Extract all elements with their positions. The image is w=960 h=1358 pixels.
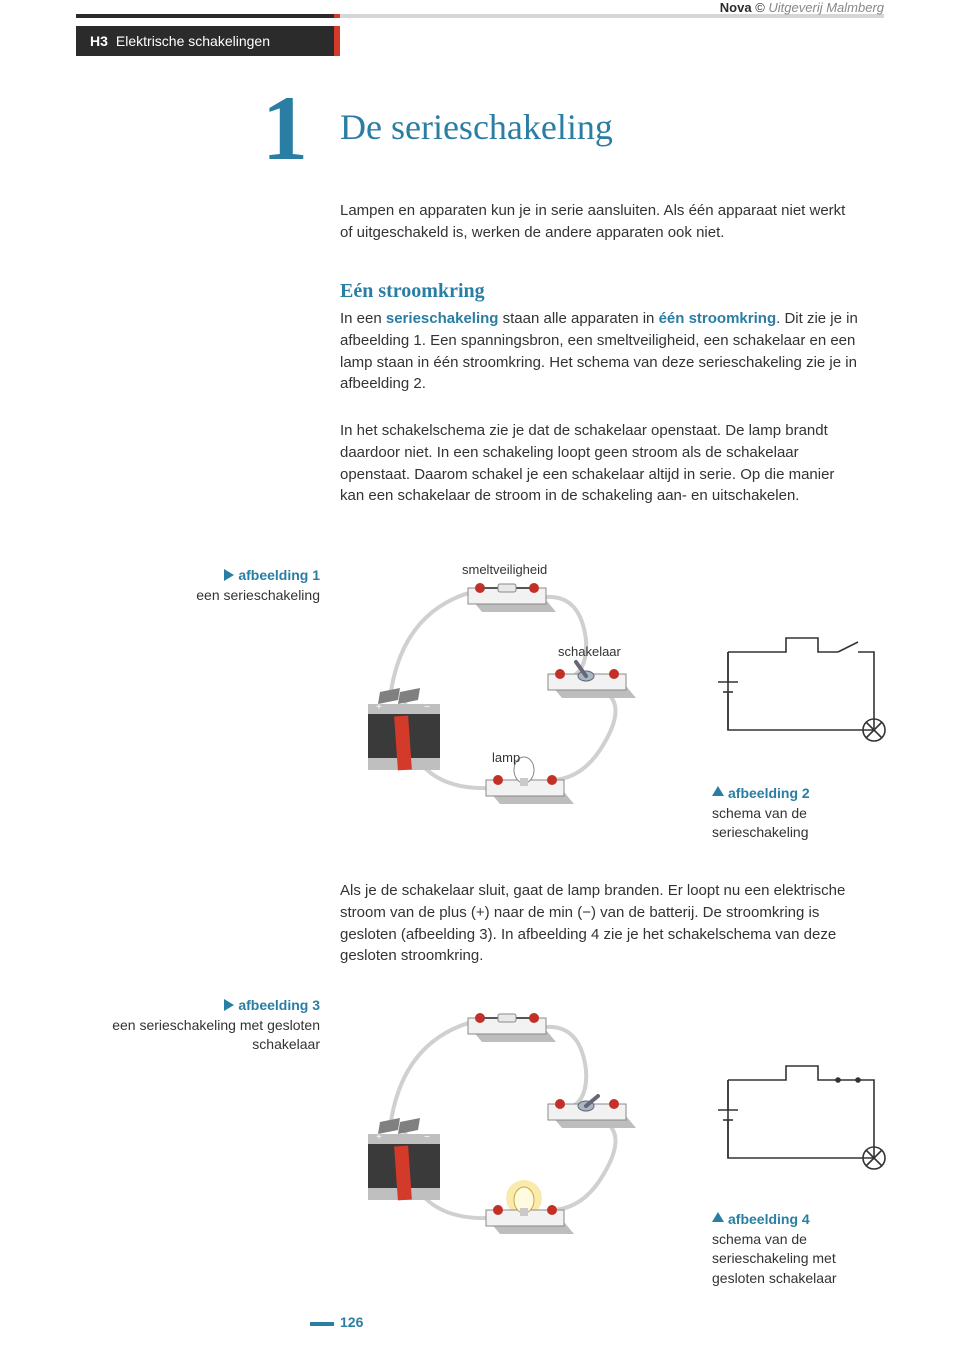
battery-icon: + − — [368, 1132, 440, 1200]
subheading-een-stroomkring: Eén stroomkring — [340, 280, 485, 303]
publisher: Uitgeverij Malmberg — [768, 0, 884, 15]
paragraph-2: In een serieschakeling staan alle appara… — [340, 308, 860, 395]
fuse-icon — [468, 583, 556, 612]
battery-icon: + − — [368, 702, 440, 770]
section-title: De serieschakeling — [340, 106, 613, 148]
paragraph-4: Als je de schakelaar sluit, gaat de lamp… — [340, 880, 860, 967]
page-number: 126 — [340, 1314, 363, 1330]
chapter-code: H3 — [90, 33, 108, 49]
caption-afbeelding-2: afbeelding 2 schema van de serieschakeli… — [712, 784, 892, 843]
publisher-line: Nova © Uitgeverij Malmberg — [720, 0, 884, 15]
caption-afbeelding-3: afbeelding 3 een serieschakeling met ges… — [76, 996, 320, 1055]
right-triangle-icon — [224, 999, 234, 1011]
svg-text:+: + — [376, 702, 382, 713]
red-accent-strip — [334, 26, 340, 56]
svg-text:+: + — [376, 1132, 382, 1143]
switch-icon — [548, 662, 636, 698]
paragraph-3: In het schakelschema zie je dat de schak… — [340, 420, 860, 507]
figure-4-schematic — [710, 1050, 894, 1190]
figure-2-schematic — [710, 622, 894, 762]
chapter-tab: H3 Elektrische schakelingen — [76, 26, 334, 56]
switch-icon — [548, 1096, 636, 1128]
lamp-label: lamp — [492, 750, 520, 765]
switch-label: schakelaar — [558, 644, 622, 659]
caption-afbeelding-4: afbeelding 4 schema van de serieschakeli… — [712, 1210, 892, 1288]
up-triangle-icon — [712, 1212, 724, 1222]
copyright-symbol: © — [755, 0, 765, 15]
term-een-stroomkring: één stroomkring — [659, 310, 777, 327]
intro-paragraph: Lampen en apparaten kun je in serie aans… — [340, 200, 860, 244]
section-number: 1 — [262, 82, 308, 174]
fuse-label: smeltveiligheid — [462, 562, 547, 577]
right-triangle-icon — [224, 569, 234, 581]
svg-text:−: − — [424, 1132, 430, 1143]
figure-1: + − smeltveiligheid schakelaar lamp — [340, 560, 670, 860]
chapter-title: Elektrische schakelingen — [116, 33, 270, 49]
fuse-icon — [468, 1013, 556, 1042]
brand: Nova — [720, 0, 752, 15]
figure-3: + − — [340, 990, 670, 1290]
term-serieschakeling: serieschakeling — [386, 310, 499, 327]
up-triangle-icon — [712, 786, 724, 796]
svg-text:−: − — [424, 702, 430, 713]
caption-afbeelding-1: afbeelding 1 een serieschakeling — [76, 566, 320, 605]
